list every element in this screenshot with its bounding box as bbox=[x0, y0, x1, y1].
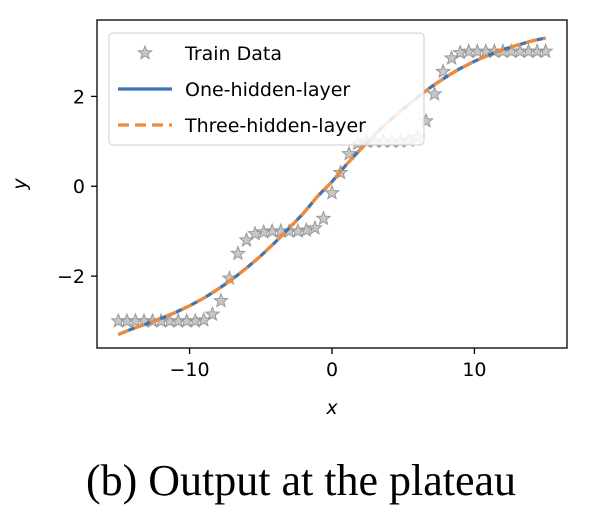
train-data-point bbox=[426, 85, 443, 101]
train-data-point bbox=[315, 210, 332, 226]
y-tick-label: 2 bbox=[73, 86, 85, 108]
chart: −10 0 10 −2 0 2 x y Train Data One-hidden-laye… bbox=[9, 19, 568, 419]
train-data-point bbox=[435, 63, 452, 79]
y-tick-label: −2 bbox=[57, 266, 85, 288]
legend-label: Three-hidden-layer bbox=[184, 115, 366, 137]
figure-caption: (b) Output at the plateau bbox=[85, 456, 517, 505]
train-data-point bbox=[324, 184, 340, 200]
train-data-point bbox=[341, 145, 358, 161]
train-data-point bbox=[537, 43, 554, 59]
three-hidden-layer-line bbox=[117, 36, 546, 337]
train-data-point bbox=[230, 245, 246, 261]
legend: Train Data One-hidden-layer Three-hidden-l… bbox=[108, 32, 425, 146]
train-data-point bbox=[212, 292, 229, 308]
x-tick-label: 10 bbox=[462, 359, 486, 381]
legend-box bbox=[108, 32, 425, 146]
x-tick-label: 0 bbox=[326, 359, 338, 381]
train-data-point bbox=[204, 305, 221, 322]
y-axis-label: y bbox=[9, 178, 31, 191]
legend-label: One-hidden-layer bbox=[185, 79, 350, 101]
x-axis-label: x bbox=[325, 397, 338, 419]
legend-marker-train-data bbox=[137, 44, 153, 60]
ticks-layer: −10 0 10 −2 0 2 bbox=[57, 86, 487, 381]
train-data-point bbox=[306, 219, 323, 235]
x-tick-label: −10 bbox=[170, 359, 210, 381]
legend-label: Train Data bbox=[184, 43, 282, 65]
y-tick-label: 0 bbox=[73, 176, 85, 198]
